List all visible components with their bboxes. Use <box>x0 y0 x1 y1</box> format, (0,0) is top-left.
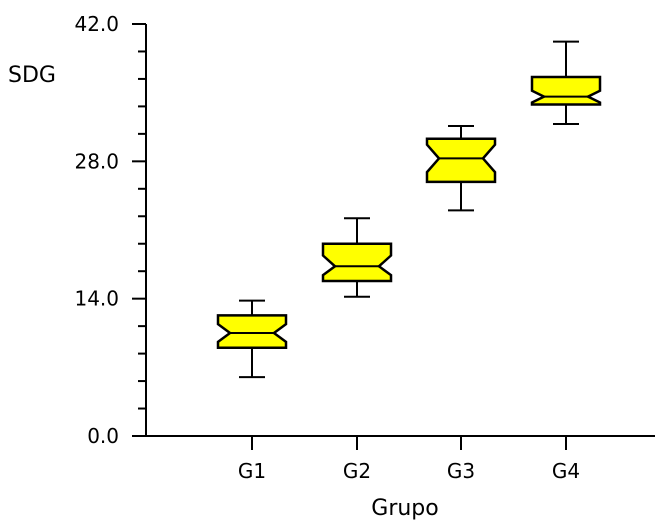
box-G1 <box>216 299 288 379</box>
boxes <box>216 40 602 379</box>
box-G3 <box>425 125 497 212</box>
x-tick-label: G3 <box>447 459 475 483</box>
notched-box <box>530 75 602 106</box>
labels: 0.0 14.0 28.0 42.0 G1 G2 G3 G4 <box>74 12 580 483</box>
x-tick-label: G4 <box>552 459 580 483</box>
y-tick-label: 28.0 <box>74 149 119 173</box>
x-axis-title: Grupo <box>371 496 438 521</box>
x-tick-label: G1 <box>238 459 266 483</box>
y-tick-label: 14.0 <box>74 287 119 311</box>
box-G4 <box>530 40 602 126</box>
notched-box <box>425 137 497 184</box>
y-axis-title: SDG <box>8 63 56 88</box>
y-tick-label: 0.0 <box>87 424 119 448</box>
y-tick-label: 42.0 <box>74 12 119 36</box>
axes <box>132 23 655 450</box>
notched-box <box>321 242 393 283</box>
x-tick-label: G2 <box>343 459 371 483</box>
notched-box <box>216 314 288 349</box>
box-G2 <box>321 217 393 298</box>
